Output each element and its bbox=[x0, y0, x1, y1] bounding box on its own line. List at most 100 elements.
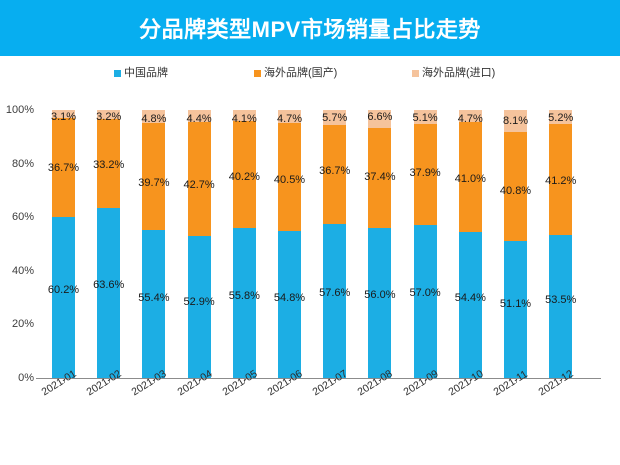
bar-value-label-overseas-imported: 8.1% bbox=[502, 115, 529, 127]
bar-value-label-overseas-domestic: 42.7% bbox=[183, 179, 215, 191]
bar-value-label-china-brand: 57.0% bbox=[409, 287, 441, 299]
bar-value-label-overseas-imported: 4.7% bbox=[276, 113, 303, 125]
x-axis-tick-mark bbox=[425, 379, 427, 383]
bar-value-label-china-brand: 51.1% bbox=[499, 298, 532, 310]
bar-segment-china-brand[interactable] bbox=[52, 216, 75, 378]
bar-segment-overseas-imported[interactable] bbox=[458, 109, 482, 123]
bar-value-label-overseas-domestic: 37.9% bbox=[409, 167, 441, 179]
bar-value-label-overseas-domestic: 40.5% bbox=[273, 174, 306, 186]
bar-group[interactable] bbox=[413, 110, 437, 378]
bar-segment-overseas-domestic[interactable] bbox=[323, 125, 347, 224]
bar-value-label-china-brand: 56.0% bbox=[364, 289, 396, 301]
y-axis-tick-label: 60% bbox=[11, 211, 34, 224]
legend-item-china-brand[interactable]: 中国品牌 bbox=[114, 66, 168, 79]
x-axis-tick-mark bbox=[470, 379, 472, 383]
bar-value-label-china-brand: 54.8% bbox=[273, 292, 306, 304]
bar-group[interactable] bbox=[549, 110, 573, 378]
bar-segment-overseas-domestic[interactable] bbox=[458, 122, 482, 233]
chart-legend: 中国品牌 海外品牌(国产) 海外品牌(进口) bbox=[0, 62, 620, 84]
bar-value-label-overseas-imported: 4.4% bbox=[186, 113, 212, 125]
x-axis-tick-mark bbox=[199, 379, 201, 383]
bar-value-label-china-brand: 54.4% bbox=[454, 292, 486, 304]
bar-segment-overseas-domestic[interactable] bbox=[413, 123, 437, 226]
bar-segment-overseas-imported[interactable] bbox=[278, 110, 301, 123]
bar-segment-overseas-domestic[interactable] bbox=[187, 121, 211, 237]
bar-segment-china-brand[interactable] bbox=[413, 225, 437, 378]
y-axis-tick-label: 0% bbox=[18, 372, 34, 384]
bar-group[interactable] bbox=[97, 110, 121, 378]
bar-segment-overseas-imported[interactable] bbox=[142, 110, 166, 124]
x-axis-tick-mark bbox=[108, 379, 110, 383]
y-axis-tick-label: 100% bbox=[5, 104, 34, 116]
square-marker-icon bbox=[412, 69, 419, 77]
bar-segment-overseas-imported[interactable] bbox=[413, 110, 437, 124]
bar-segment-overseas-imported[interactable] bbox=[504, 110, 527, 132]
bar-value-label-overseas-imported: 3.2% bbox=[96, 111, 122, 123]
bar-segment-overseas-imported[interactable] bbox=[323, 110, 347, 126]
bar-value-label-china-brand: 60.2% bbox=[47, 284, 80, 296]
bar-segment-china-brand[interactable] bbox=[97, 207, 121, 378]
bar-segment-overseas-domestic[interactable] bbox=[278, 122, 301, 232]
bar-segment-overseas-imported[interactable] bbox=[52, 110, 75, 119]
bar-segment-china-brand[interactable] bbox=[278, 231, 301, 378]
legend-label: 中国品牌 bbox=[124, 66, 168, 79]
legend-item-overseas-domestic[interactable]: 海外品牌(国产) bbox=[254, 66, 338, 79]
bar-segment-overseas-imported[interactable] bbox=[232, 109, 256, 121]
bar-value-label-overseas-domestic: 36.7% bbox=[47, 162, 80, 174]
x-axis-tick-mark bbox=[515, 379, 517, 383]
bar-segment-overseas-domestic[interactable] bbox=[52, 118, 75, 217]
bar-value-label-china-brand: 53.5% bbox=[545, 294, 577, 306]
bar-value-label-overseas-domestic: 41.2% bbox=[545, 175, 577, 187]
bar-group[interactable] bbox=[142, 110, 166, 378]
bar-value-label-china-brand: 52.9% bbox=[183, 296, 215, 308]
bar-group[interactable] bbox=[323, 110, 347, 378]
x-axis-tick-mark bbox=[63, 379, 65, 383]
bar-value-label-china-brand: 63.6% bbox=[93, 279, 125, 291]
bar-segment-overseas-domestic[interactable] bbox=[232, 120, 256, 229]
bar-segment-overseas-domestic[interactable] bbox=[549, 124, 573, 235]
bar-segment-overseas-domestic[interactable] bbox=[368, 127, 392, 228]
x-axis-tick-mark bbox=[379, 379, 381, 383]
bar-segment-overseas-imported[interactable] bbox=[368, 110, 392, 128]
bar-value-label-china-brand: 55.8% bbox=[228, 290, 260, 302]
bar-value-label-overseas-imported: 5.1% bbox=[412, 112, 438, 124]
bar-group[interactable] bbox=[232, 109, 256, 378]
bar-value-label-china-brand: 57.6% bbox=[319, 287, 351, 299]
bar-value-label-overseas-domestic: 33.2% bbox=[93, 159, 125, 171]
bar-value-label-overseas-domestic: 36.7% bbox=[319, 165, 351, 177]
bar-segment-china-brand[interactable] bbox=[232, 228, 256, 378]
bar-value-label-overseas-imported: 4.7% bbox=[457, 113, 483, 125]
bar-segment-overseas-imported[interactable] bbox=[97, 110, 121, 119]
bar-value-label-overseas-domestic: 39.7% bbox=[138, 177, 170, 189]
bar-segment-overseas-domestic[interactable] bbox=[504, 131, 527, 242]
bar-segment-china-brand[interactable] bbox=[458, 232, 482, 378]
bar-segment-china-brand[interactable] bbox=[368, 227, 392, 378]
legend-item-overseas-imported[interactable]: 海外品牌(进口) bbox=[412, 67, 495, 79]
legend-label: 海外品牌(国产) bbox=[264, 66, 338, 79]
bar-segment-overseas-domestic[interactable] bbox=[97, 118, 121, 208]
bar-group[interactable] bbox=[504, 110, 527, 378]
bar-segment-china-brand[interactable] bbox=[549, 234, 573, 378]
bar-segment-china-brand[interactable] bbox=[142, 229, 166, 378]
square-marker-icon bbox=[254, 69, 261, 77]
bar-segment-china-brand[interactable] bbox=[504, 241, 527, 378]
bar-segment-overseas-domestic[interactable] bbox=[142, 123, 166, 230]
x-axis-tick-mark bbox=[560, 379, 562, 383]
bar-group[interactable] bbox=[187, 110, 211, 378]
bar-value-label-overseas-domestic: 40.8% bbox=[499, 185, 532, 197]
bar-value-label-overseas-imported: 4.8% bbox=[141, 113, 167, 125]
bar-segment-china-brand[interactable] bbox=[323, 223, 347, 378]
bar-group[interactable] bbox=[368, 110, 392, 378]
bar-value-label-overseas-domestic: 37.4% bbox=[364, 171, 396, 183]
bar-value-label-overseas-imported: 4.1% bbox=[231, 113, 257, 125]
bar-segment-overseas-imported[interactable] bbox=[549, 110, 573, 125]
bar-group[interactable] bbox=[52, 110, 75, 378]
bar-group[interactable] bbox=[278, 110, 301, 378]
bar-value-label-overseas-imported: 5.7% bbox=[322, 112, 348, 124]
bar-group[interactable] bbox=[458, 109, 482, 378]
bar-segment-overseas-imported[interactable] bbox=[187, 110, 211, 122]
square-marker-icon bbox=[114, 69, 121, 77]
x-axis-tick-mark bbox=[334, 379, 336, 383]
bar-segment-china-brand[interactable] bbox=[187, 236, 211, 378]
